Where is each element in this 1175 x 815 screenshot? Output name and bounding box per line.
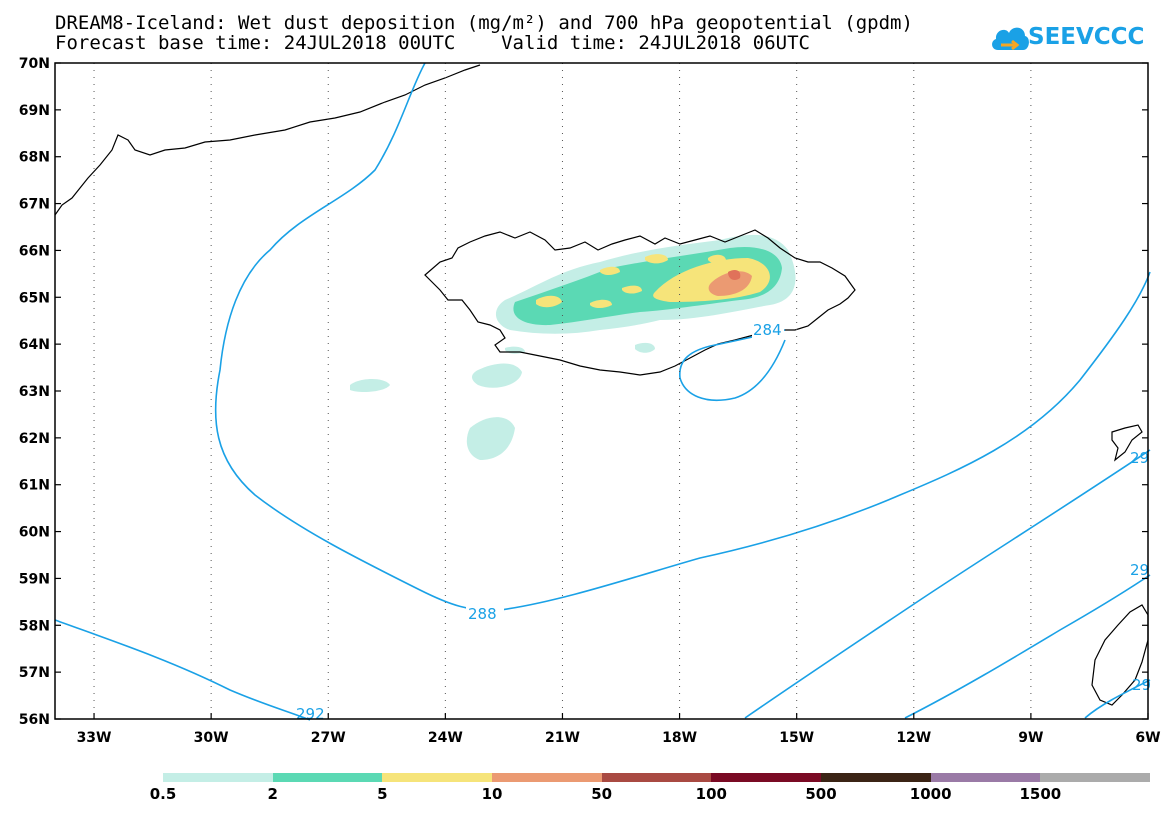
lat-label: 64N	[19, 337, 50, 353]
lon-label: 12W	[896, 730, 931, 746]
lat-label: 67N	[19, 197, 50, 213]
lon-label: 24W	[428, 730, 463, 746]
lat-label: 66N	[19, 243, 50, 259]
logo-text: SEEVCCC	[1028, 24, 1145, 50]
lon-label: 21W	[545, 730, 580, 746]
lat-label: 63N	[19, 384, 50, 400]
lat-label: 60N	[19, 525, 50, 541]
lat-label: 61N	[19, 478, 50, 494]
longitude-labels: 33W 30W 27W 24W 21W 18W 15W 12W 9W 6W	[77, 730, 1161, 746]
legend-color-cell	[492, 773, 602, 782]
lat-label: 56N	[19, 712, 50, 728]
lon-label: 33W	[77, 730, 112, 746]
map-title: DREAM8-Iceland: Wet dust deposition (mg/…	[55, 12, 913, 34]
legend-color-cell	[382, 773, 492, 782]
lat-label: 70N	[19, 56, 50, 72]
contour-labels: 288 284 292 29 29 29	[296, 320, 1151, 723]
legend-label: 5	[377, 785, 388, 803]
legend-label: 0.5	[149, 785, 177, 803]
map-frame	[54, 62, 1149, 720]
lat-label: 57N	[19, 665, 50, 681]
graticule	[93, 63, 1032, 719]
lon-label: 15W	[779, 730, 814, 746]
legend-label: 10	[481, 785, 503, 803]
seevccc-logo: SEEVCCC	[990, 20, 1144, 60]
lon-label: 6W	[1135, 730, 1160, 746]
lat-label: 62N	[19, 431, 50, 447]
lon-label: 30W	[194, 730, 229, 746]
dust-deposition-shading	[350, 234, 796, 460]
legend-color-cell	[1040, 773, 1150, 782]
legend-label: 2	[267, 785, 278, 803]
lat-label: 69N	[19, 103, 50, 119]
legend-color-cell	[601, 773, 712, 782]
contour-label-29-c: 29	[1132, 676, 1151, 694]
contour-label-29-a: 29	[1130, 449, 1149, 467]
legend-label: 1000	[909, 785, 952, 803]
lon-label: 9W	[1018, 730, 1043, 746]
contour-label-292: 292	[296, 705, 325, 723]
lat-label: 58N	[19, 618, 50, 634]
latitude-labels: 70N 69N 68N 67N 66N 65N 64N 63N 62N 61N 60N 59N 58N 5…	[19, 56, 50, 728]
contour-label-284: 284	[753, 321, 782, 339]
legend-color-cell	[272, 773, 383, 782]
legend-label: 100	[695, 785, 727, 803]
legend-label: 50	[591, 785, 613, 803]
contour-label-29-b: 29	[1130, 561, 1149, 579]
legend-color-cell	[930, 773, 1041, 782]
legend-color-cell	[711, 773, 821, 782]
geopotential-contours	[54, 62, 1151, 721]
lat-label: 65N	[19, 290, 50, 306]
lat-label: 68N	[19, 150, 50, 166]
contour-label-288: 288	[468, 605, 497, 623]
lon-label: 18W	[662, 730, 697, 746]
forecast-times: Forecast base time: 24JUL2018 00UTC Vali…	[55, 32, 810, 54]
legend-color-cell	[821, 773, 931, 782]
legend-label: 1500	[1019, 785, 1062, 803]
legend-label: 500	[805, 785, 837, 803]
legend-color-cell	[163, 773, 273, 782]
lat-label: 59N	[19, 571, 50, 587]
coastlines	[54, 64, 1149, 706]
cloud-icon	[992, 27, 1029, 51]
lon-label: 27W	[311, 730, 346, 746]
